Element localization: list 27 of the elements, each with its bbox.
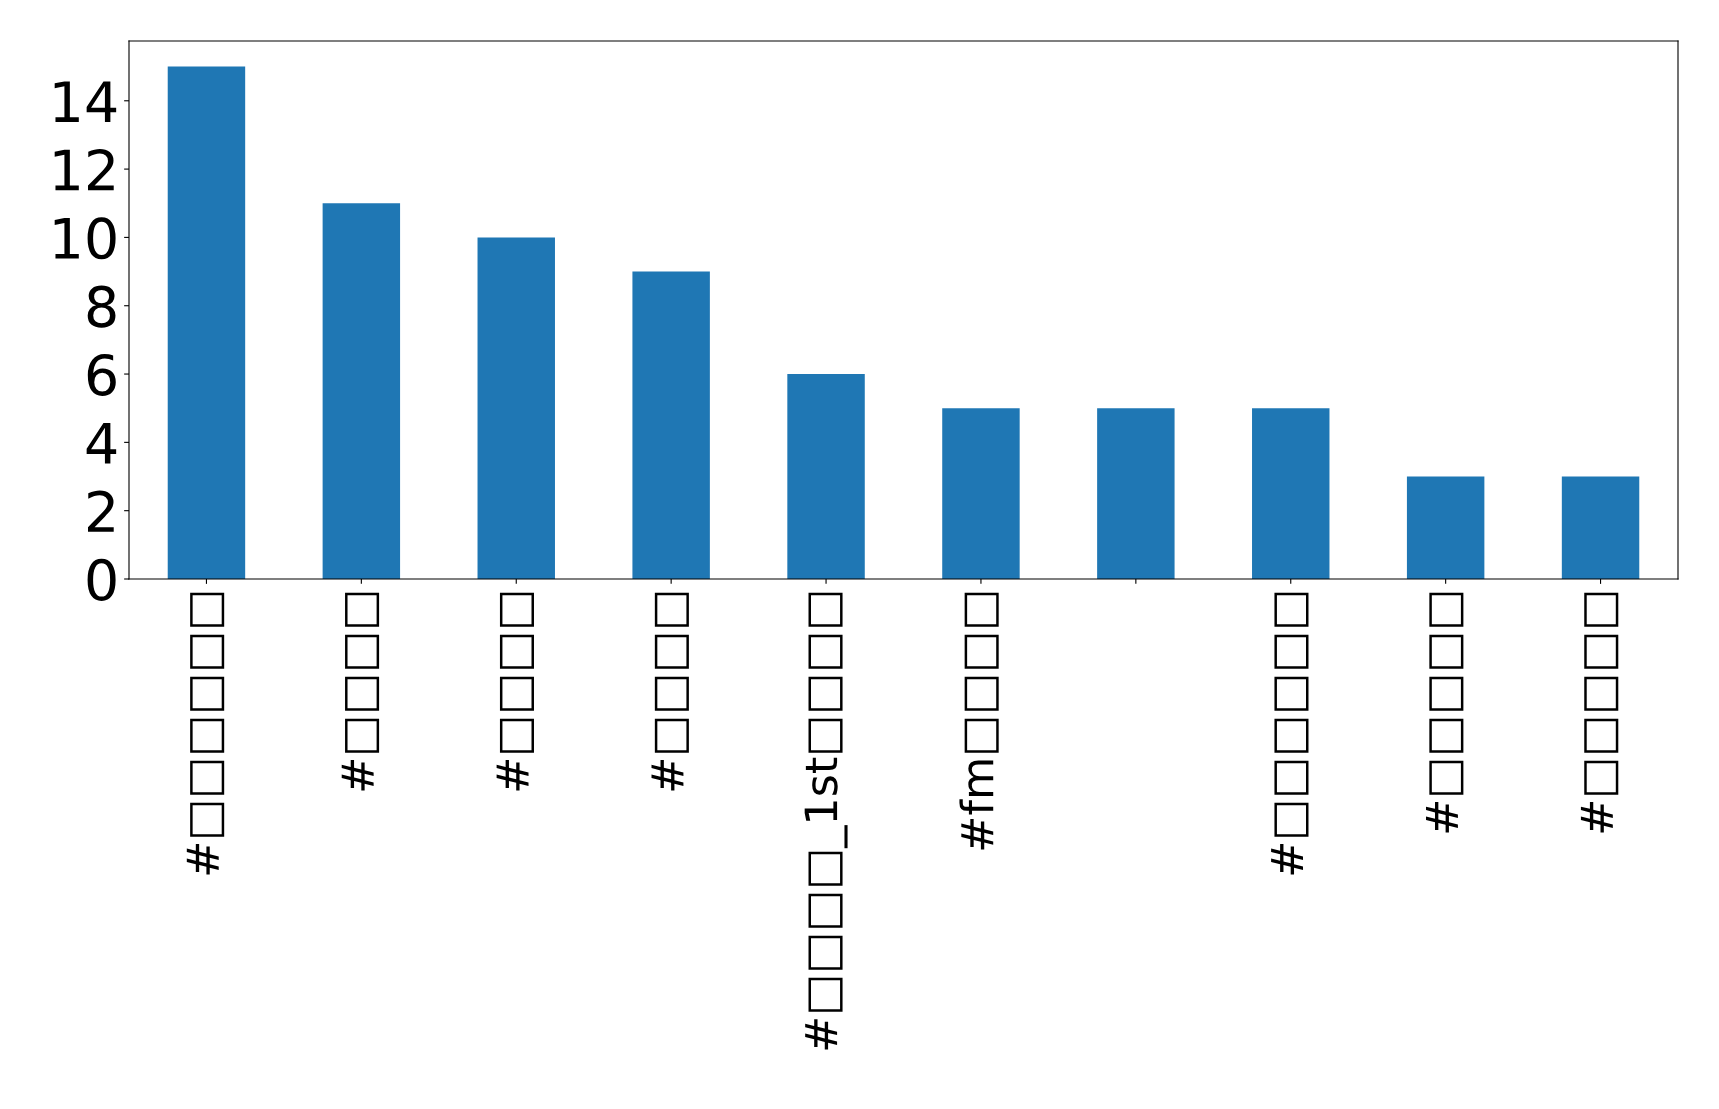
x-tick-label: #□□□□□□ xyxy=(1271,592,1309,875)
y-tick-label: 14 xyxy=(54,81,117,122)
x-tick-label: #□□□□□□ xyxy=(186,592,225,875)
bar xyxy=(1252,408,1330,579)
bar xyxy=(787,374,865,579)
x-tick-label: #□□□□ xyxy=(341,592,380,791)
x-tick-label: #fm□□□□ xyxy=(959,592,999,850)
x-tick-label: #□□□□_1st□□□□ xyxy=(804,592,848,1050)
bar xyxy=(1561,476,1640,579)
bar xyxy=(1097,408,1175,579)
x-tick-label: #□□□□ xyxy=(651,592,689,791)
bar xyxy=(942,408,1020,579)
y-tick-label: 12 xyxy=(54,148,114,191)
y-tick-label: 2 xyxy=(88,490,114,532)
bar xyxy=(322,203,401,579)
y-tick-label: 4 xyxy=(86,422,117,464)
bar xyxy=(477,237,555,579)
y-tick-label: 8 xyxy=(87,285,116,328)
y-tick-label: 10 xyxy=(54,217,116,260)
bar xyxy=(167,66,246,579)
bar xyxy=(1406,476,1485,579)
y-tick-label: 6 xyxy=(87,353,116,396)
y-tick-label: 0 xyxy=(87,558,116,601)
x-tick-label: #□□□□ xyxy=(496,592,534,791)
x-tick-label: #□□□□□ xyxy=(1580,592,1619,833)
bar xyxy=(632,271,710,579)
x-tick-label: #□□□□□ xyxy=(1426,592,1464,833)
